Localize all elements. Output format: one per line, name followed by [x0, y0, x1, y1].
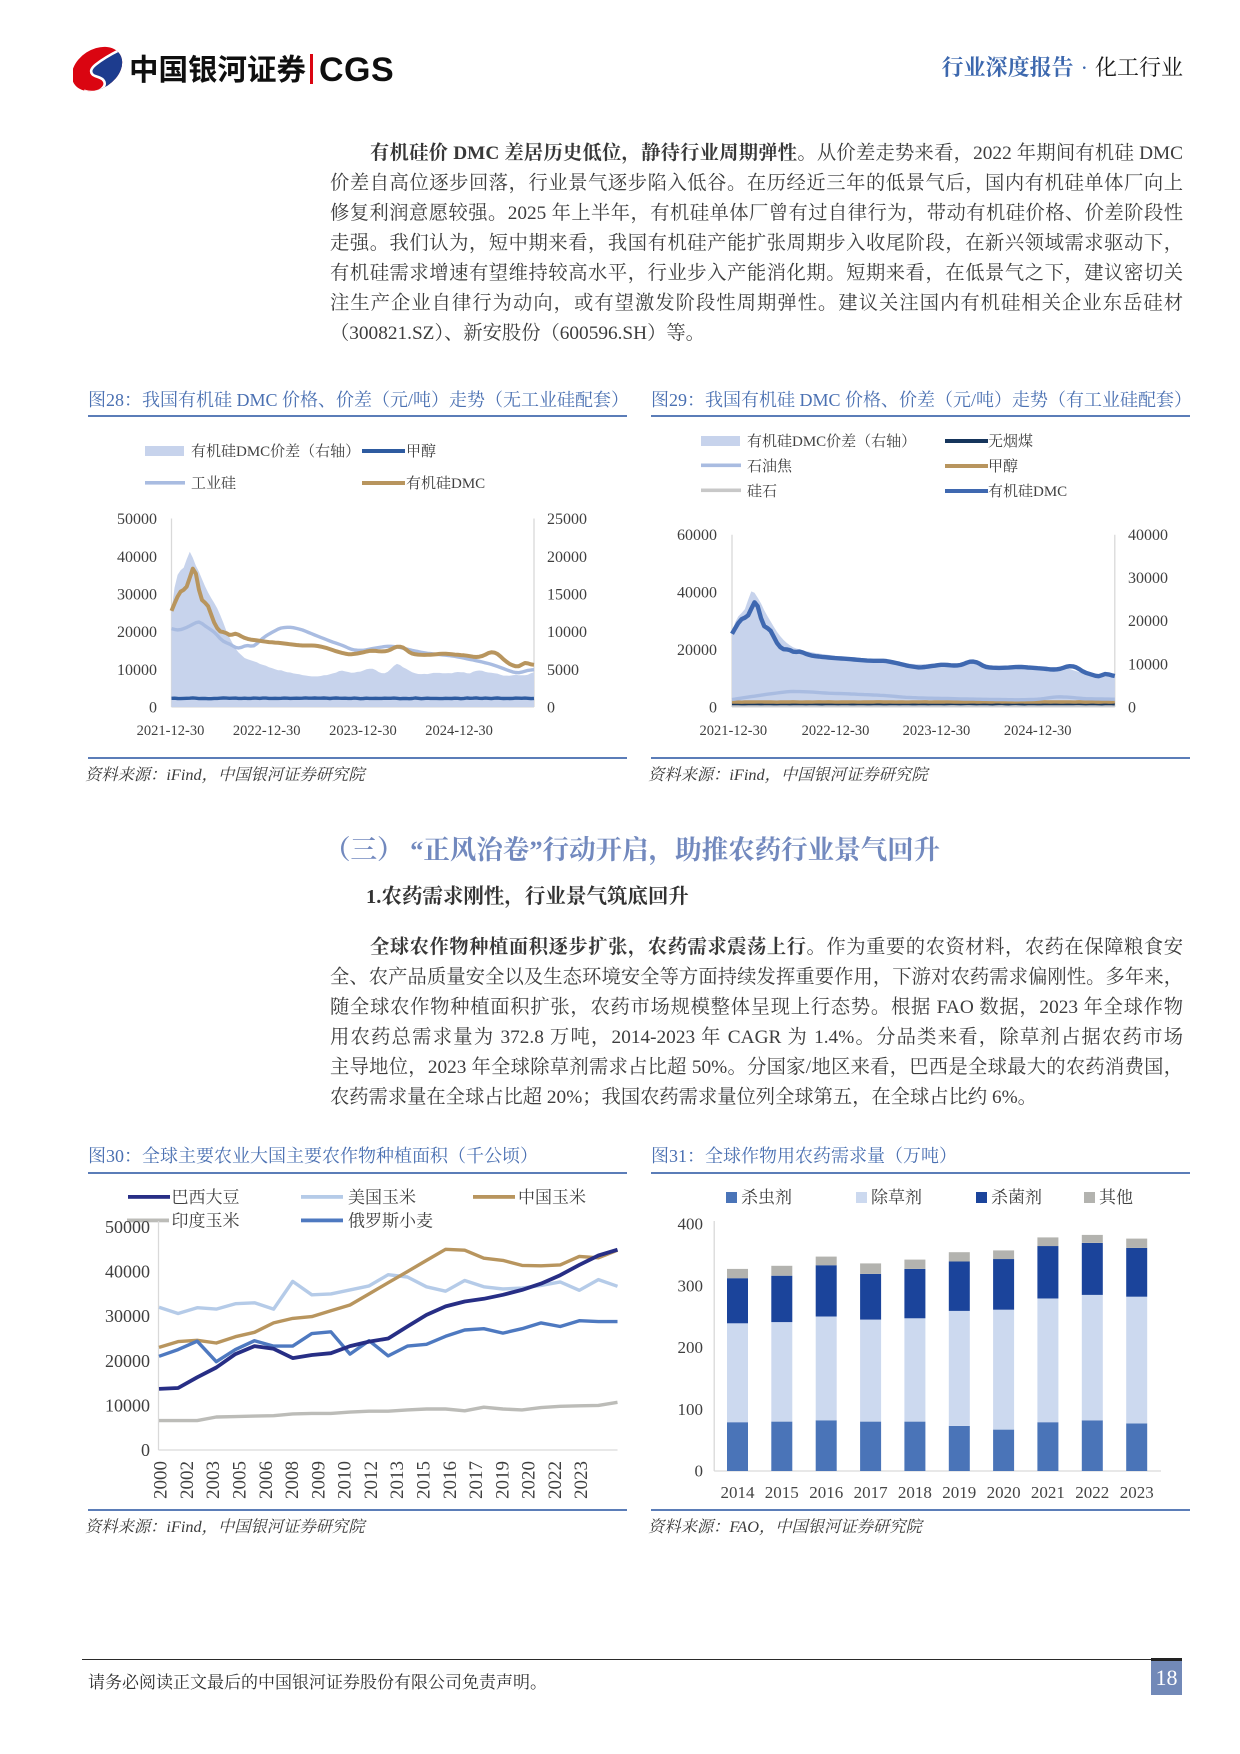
- svg-text:2016: 2016: [809, 1483, 843, 1502]
- svg-text:40000: 40000: [117, 549, 157, 566]
- svg-text:中国玉米: 中国玉米: [518, 1188, 586, 1207]
- svg-text:20000: 20000: [677, 642, 717, 659]
- svg-text:400: 400: [678, 1215, 704, 1234]
- svg-text:2019: 2019: [942, 1483, 976, 1502]
- svg-text:10000: 10000: [105, 1395, 150, 1415]
- svg-text:30000: 30000: [1128, 570, 1168, 587]
- svg-text:15000: 15000: [547, 587, 587, 604]
- svg-text:2023: 2023: [571, 1461, 592, 1499]
- svg-text:2015: 2015: [414, 1461, 435, 1499]
- svg-text:2006: 2006: [256, 1461, 277, 1499]
- svg-text:CGS: CGS: [319, 51, 394, 89]
- svg-text:2003: 2003: [203, 1461, 224, 1499]
- svg-text:2010: 2010: [335, 1461, 356, 1499]
- svg-text:2023: 2023: [1120, 1483, 1154, 1502]
- svg-text:其他: 其他: [1099, 1187, 1133, 1207]
- svg-text:5000: 5000: [547, 662, 579, 679]
- svg-text:2022-12-30: 2022-12-30: [802, 723, 870, 739]
- svg-text:有机硅DMC: 有机硅DMC: [988, 483, 1067, 500]
- svg-text:有机硅DMC: 有机硅DMC: [406, 475, 485, 492]
- svg-text:2014: 2014: [721, 1483, 756, 1502]
- svg-text:俄罗斯小麦: 俄罗斯小麦: [348, 1212, 433, 1231]
- svg-text:印度玉米: 印度玉米: [172, 1212, 240, 1231]
- svg-text:2005: 2005: [229, 1461, 250, 1499]
- svg-text:50000: 50000: [105, 1217, 150, 1237]
- svg-text:20000: 20000: [547, 549, 587, 566]
- svg-text:40000: 40000: [105, 1262, 150, 1282]
- svg-text:100: 100: [678, 1400, 704, 1419]
- svg-text:25000: 25000: [547, 511, 587, 528]
- svg-text:2021: 2021: [1031, 1483, 1065, 1502]
- svg-text:30000: 30000: [117, 587, 157, 604]
- svg-text:工业硅: 工业硅: [191, 475, 236, 492]
- svg-text:2024-12-30: 2024-12-30: [425, 723, 493, 739]
- svg-text:2023-12-30: 2023-12-30: [903, 723, 971, 739]
- svg-text:20000: 20000: [1128, 613, 1168, 630]
- svg-text:2024-12-30: 2024-12-30: [1004, 723, 1072, 739]
- svg-text:0: 0: [149, 700, 157, 717]
- svg-text:2012: 2012: [361, 1461, 382, 1499]
- svg-text:2009: 2009: [308, 1461, 329, 1499]
- svg-text:2020: 2020: [519, 1461, 540, 1499]
- svg-text:0: 0: [695, 1462, 704, 1481]
- svg-text:杀虫剂: 杀虫剂: [741, 1188, 792, 1207]
- svg-text:0: 0: [547, 700, 555, 717]
- svg-text:40000: 40000: [1128, 527, 1168, 544]
- svg-text:30000: 30000: [105, 1306, 150, 1326]
- svg-text:2022: 2022: [1075, 1483, 1109, 1502]
- svg-text:2021-12-30: 2021-12-30: [699, 723, 767, 739]
- svg-text:硅石: 硅石: [747, 483, 777, 500]
- svg-text:2023-12-30: 2023-12-30: [329, 723, 397, 739]
- svg-text:2002: 2002: [177, 1461, 198, 1499]
- svg-text:10000: 10000: [1128, 656, 1168, 673]
- svg-text:巴西大豆: 巴西大豆: [172, 1188, 240, 1207]
- svg-text:无烟煤: 无烟煤: [988, 432, 1033, 450]
- svg-text:2017: 2017: [466, 1461, 487, 1499]
- svg-text:有机硅DMC价差（右轴）: 有机硅DMC价差（右轴）: [747, 433, 916, 450]
- svg-text:2017: 2017: [854, 1483, 889, 1502]
- svg-text:10000: 10000: [117, 662, 157, 679]
- svg-text:40000: 40000: [677, 585, 717, 602]
- svg-text:20000: 20000: [105, 1351, 150, 1371]
- svg-text:0: 0: [141, 1440, 150, 1460]
- svg-text:2016: 2016: [440, 1461, 461, 1499]
- svg-text:10000: 10000: [547, 624, 587, 641]
- svg-text:中国银河证券: 中国银河证券: [129, 54, 307, 87]
- svg-text:石油焦: 石油焦: [747, 458, 793, 475]
- svg-text:2020: 2020: [987, 1483, 1021, 1502]
- svg-text:除草剂: 除草剂: [871, 1188, 922, 1207]
- svg-text:300: 300: [678, 1276, 704, 1295]
- svg-text:2018: 2018: [898, 1483, 932, 1502]
- svg-text:0: 0: [1128, 699, 1136, 716]
- svg-text:杀菌剂: 杀菌剂: [991, 1188, 1042, 1207]
- svg-text:2000: 2000: [151, 1461, 172, 1499]
- svg-text:2021-12-30: 2021-12-30: [137, 723, 205, 739]
- svg-text:有机硅DMC价差（右轴）: 有机硅DMC价差（右轴）: [191, 443, 360, 460]
- svg-text:甲醇: 甲醇: [406, 443, 436, 460]
- svg-text:2019: 2019: [492, 1461, 513, 1499]
- svg-text:0: 0: [709, 699, 717, 716]
- svg-text:2022: 2022: [545, 1461, 566, 1499]
- svg-text:美国玉米: 美国玉米: [348, 1188, 416, 1207]
- svg-text:甲醇: 甲醇: [988, 458, 1018, 475]
- svg-text:2013: 2013: [387, 1461, 408, 1499]
- svg-text:200: 200: [678, 1338, 704, 1357]
- svg-text:60000: 60000: [677, 527, 717, 544]
- svg-text:2008: 2008: [282, 1461, 303, 1499]
- svg-text:2022-12-30: 2022-12-30: [233, 723, 301, 739]
- svg-text:50000: 50000: [117, 511, 157, 528]
- svg-text:20000: 20000: [117, 624, 157, 641]
- svg-text:2015: 2015: [765, 1483, 799, 1502]
